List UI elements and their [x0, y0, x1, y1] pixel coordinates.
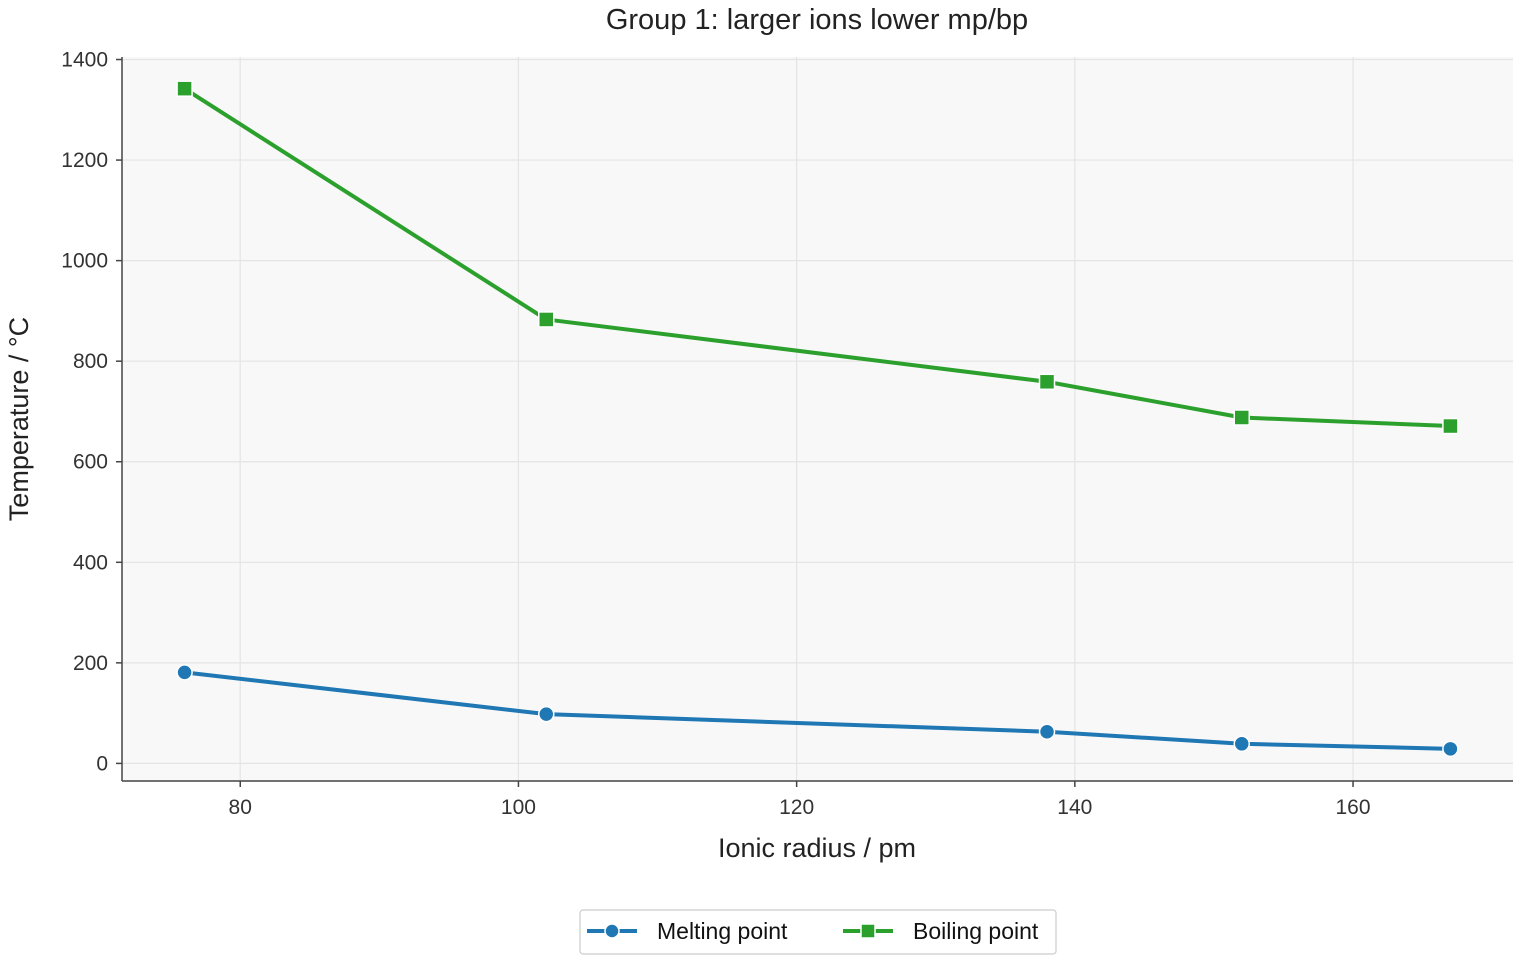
x-tick-label: 120: [779, 796, 814, 819]
data-point-boiling: [1233, 409, 1251, 426]
y-tick-label: 1000: [61, 250, 108, 273]
data-point-melting: [1038, 723, 1056, 740]
grid: [122, 57, 1513, 781]
y-tick-label: 800: [73, 350, 108, 373]
data-point-melting: [176, 664, 193, 681]
x-tick-label: 100: [501, 796, 536, 819]
legend-label-melting: Melting point: [657, 918, 788, 944]
legend-label-boiling: Boiling point: [913, 918, 1039, 944]
x-tick-label: 160: [1336, 796, 1371, 819]
data-point-boiling: [176, 80, 193, 97]
x-axis-title: Ionic radius / pm: [718, 833, 916, 863]
data-point-melting: [1233, 735, 1251, 753]
series-layer: [176, 80, 1459, 758]
legend-marker-boiling: [860, 923, 876, 939]
x-tick-label: 140: [1057, 796, 1092, 819]
legend-marker-melting: [604, 923, 620, 939]
x-tick-label: 80: [229, 796, 252, 819]
data-point-melting: [538, 705, 555, 723]
chart-title: Group 1: larger ions lower mp/bp: [606, 4, 1028, 36]
legend-box: [579, 909, 1057, 955]
data-point-boiling: [538, 311, 555, 328]
y-tick-label: 600: [73, 451, 108, 474]
y-tick-label: 1400: [61, 49, 108, 72]
y-tick-label: 1200: [61, 149, 108, 172]
data-point-melting: [1442, 740, 1459, 758]
axes: [121, 57, 1513, 782]
y-axis-title: Temperature / °C: [4, 317, 34, 521]
data-point-boiling: [1038, 373, 1056, 391]
legend-item-boiling: Boiling point: [843, 918, 1039, 944]
legend-item-melting: Melting point: [587, 918, 788, 944]
y-tick-label: 400: [73, 551, 108, 574]
y-tick-label: 200: [73, 652, 108, 675]
data-point-boiling: [1442, 417, 1459, 435]
y-tick-label: 0: [96, 752, 108, 775]
ticks: 80 100 120 140 160 0 200 400 600 800 1000 1200 1400: [61, 49, 1370, 819]
legend: Melting point Boiling point: [579, 909, 1057, 955]
